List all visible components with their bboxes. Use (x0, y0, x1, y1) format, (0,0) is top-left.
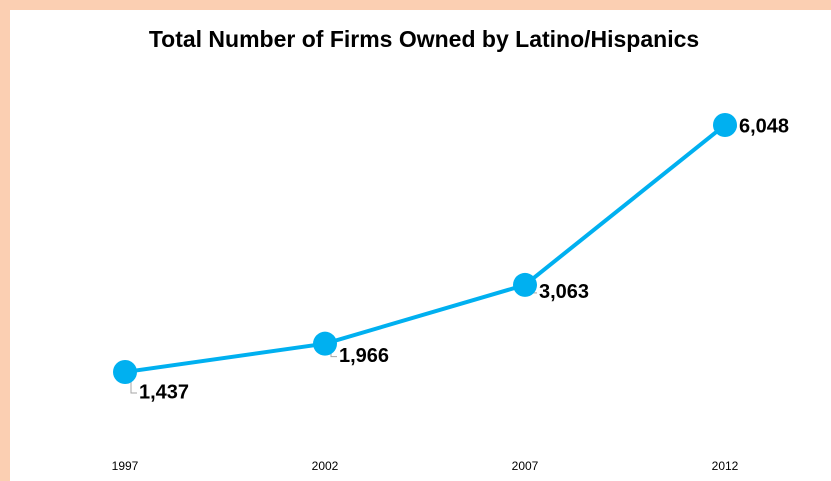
x-tick-label: 1997 (112, 459, 139, 473)
data-point (113, 360, 137, 385)
x-tick-label: 2012 (712, 459, 739, 473)
x-tick-label: 2002 (312, 459, 339, 473)
data-point (313, 331, 337, 356)
data-point (713, 113, 737, 137)
data-label: 6,048 (739, 115, 789, 137)
leader-line (130, 380, 137, 394)
chart-title: Total Number of Firms Owned by Latino/Hi… (149, 26, 699, 52)
x-tick-label: 2007 (512, 459, 539, 473)
chart-panel (10, 10, 831, 481)
data-label: 3,063 (539, 281, 589, 303)
data-point (513, 272, 537, 297)
data-label: 1,437 (139, 381, 189, 403)
data-line (124, 123, 727, 374)
data-label: 1,966 (339, 345, 389, 367)
